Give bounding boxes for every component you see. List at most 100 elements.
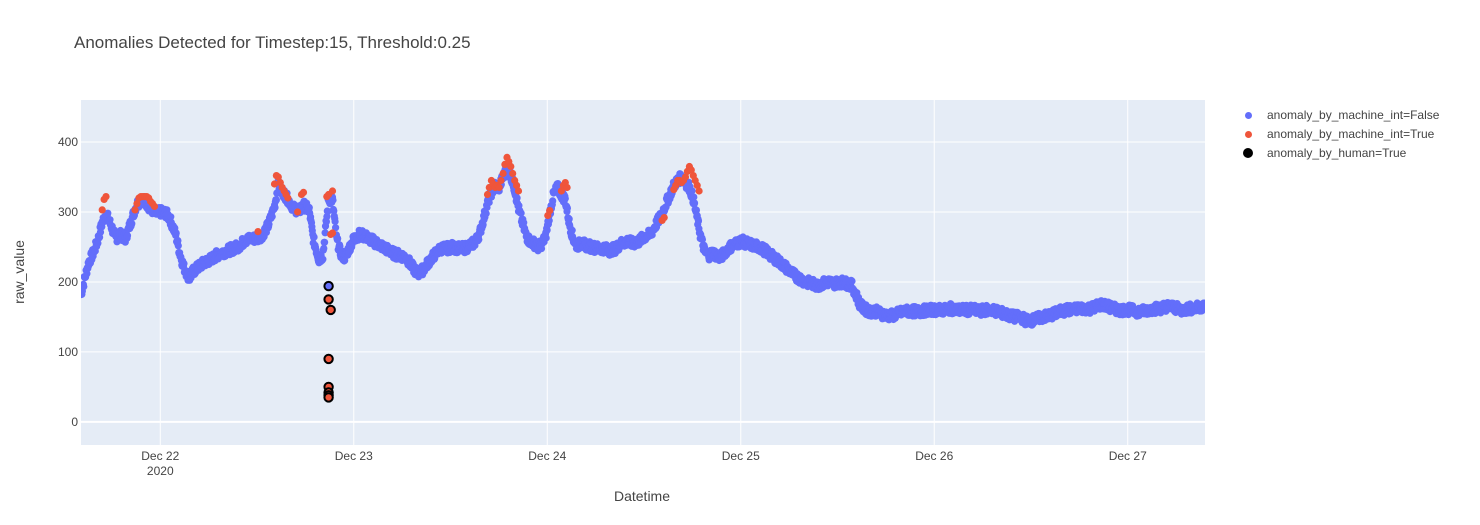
- y-tick-label: 200: [58, 275, 78, 289]
- machine-anomaly-point: [328, 229, 337, 237]
- normal-point: [324, 207, 332, 215]
- machine-anomaly-point: [270, 180, 279, 188]
- legend-marker-normal: [1245, 112, 1252, 119]
- normal-point: [174, 237, 182, 245]
- machine-anomaly-point: [495, 183, 503, 192]
- normal-point: [694, 217, 703, 225]
- machine-anomaly-point: [483, 190, 492, 199]
- machine-anomaly-point: [499, 169, 507, 178]
- normal-point: [482, 209, 490, 218]
- normal-point: [1201, 302, 1205, 311]
- machine-anomaly-point: [284, 194, 292, 202]
- y-tick-label: 400: [58, 135, 78, 149]
- normal-point: [81, 283, 88, 291]
- legend-item-machine-anomaly[interactable]: anomaly_by_machine_int=True: [1238, 125, 1439, 144]
- y-axis-title: raw_value: [11, 240, 27, 304]
- normal-point: [334, 234, 342, 243]
- normal-point: [517, 209, 525, 217]
- x-axis-title: Datetime: [613, 488, 671, 504]
- normal-point: [341, 256, 349, 264]
- x-tick-label: Dec 24: [528, 449, 566, 463]
- normal-point: [319, 255, 327, 263]
- machine-anomaly-point: [695, 187, 703, 195]
- legend: anomaly_by_machine_int=False anomaly_by_…: [1238, 106, 1439, 163]
- machine-anomaly-point: [131, 206, 139, 214]
- machine-anomaly-point: [254, 228, 262, 236]
- y-tick-label: 300: [58, 205, 78, 219]
- normal-point: [174, 242, 182, 250]
- normal-point: [320, 244, 328, 252]
- x-tick-label: Dec 27: [1109, 449, 1147, 463]
- x-tick-label: Dec 26: [915, 449, 953, 463]
- machine-anomaly-point: [514, 187, 523, 195]
- normal-point: [123, 232, 132, 240]
- machine-anomaly-point: [98, 206, 106, 214]
- normal-point: [329, 196, 337, 204]
- normal-point: [563, 204, 572, 212]
- legend-label: anomaly_by_machine_int=False: [1267, 108, 1440, 122]
- normal-point: [543, 226, 551, 234]
- data-points[interactable]: [77, 153, 1208, 403]
- normal-point: [561, 194, 569, 203]
- legend-label: anomaly_by_human=True: [1267, 146, 1407, 160]
- human-anomaly-point: [323, 353, 334, 365]
- machine-anomaly-point: [687, 166, 695, 174]
- normal-point: [848, 277, 856, 285]
- human-anomaly-point: [323, 294, 334, 305]
- legend-marker-human-anomaly: [1243, 148, 1253, 158]
- normal-point: [180, 259, 188, 268]
- normal-point: [565, 215, 573, 223]
- normal-point: [542, 234, 550, 242]
- machine-anomaly-point: [133, 200, 141, 208]
- normal-point: [475, 236, 483, 244]
- machine-anomaly-point: [513, 181, 521, 189]
- normal-point: [691, 199, 699, 207]
- normal-point: [322, 218, 330, 226]
- normal-point: [271, 204, 279, 212]
- machine-anomaly-point: [546, 207, 554, 215]
- chart-title: Anomalies Detected for Timestep:15, Thre…: [74, 33, 471, 52]
- normal-point: [698, 236, 707, 244]
- human-anomaly-point: [323, 280, 334, 292]
- y-tick-label: 0: [71, 415, 78, 429]
- x-tick-label: Dec 23: [335, 449, 373, 463]
- normal-point: [692, 206, 701, 214]
- machine-anomaly-point: [660, 214, 668, 222]
- x-tick-label: Dec 22: [141, 449, 179, 463]
- normal-point: [321, 238, 329, 246]
- normal-point: [310, 233, 318, 241]
- machine-anomaly-point: [507, 162, 515, 171]
- normal-point: [321, 229, 329, 237]
- normal-point: [520, 219, 528, 227]
- human-anomaly-point: [323, 392, 334, 403]
- machine-anomaly-point: [328, 187, 337, 195]
- x-tick-label: Dec 25: [722, 449, 760, 463]
- normal-point: [305, 203, 313, 212]
- legend-marker-machine-anomaly: [1245, 131, 1252, 138]
- normal-point: [568, 226, 576, 234]
- normal-point: [272, 196, 280, 204]
- machine-anomaly-point: [509, 169, 517, 178]
- y-tick-label: 100: [58, 345, 78, 359]
- normal-point: [265, 220, 273, 228]
- machine-anomaly-point: [681, 173, 690, 181]
- normal-point: [331, 217, 339, 226]
- normal-point: [690, 193, 698, 201]
- machine-anomaly-point: [274, 173, 282, 181]
- legend-item-human-anomaly[interactable]: anomaly_by_human=True: [1238, 144, 1439, 163]
- plot-background: [81, 100, 1205, 445]
- normal-point: [688, 187, 696, 195]
- legend-item-normal[interactable]: anomaly_by_machine_int=False: [1238, 106, 1439, 125]
- machine-anomaly-point: [563, 183, 571, 192]
- normal-point: [268, 213, 276, 221]
- normal-point: [332, 224, 340, 232]
- gridlines: [81, 100, 1205, 445]
- normal-point: [128, 220, 136, 228]
- machine-anomaly-point: [497, 176, 505, 185]
- machine-anomaly-point: [557, 187, 566, 195]
- normal-point: [167, 213, 175, 221]
- machine-anomaly-point: [150, 202, 159, 210]
- machine-anomaly-point: [294, 208, 302, 216]
